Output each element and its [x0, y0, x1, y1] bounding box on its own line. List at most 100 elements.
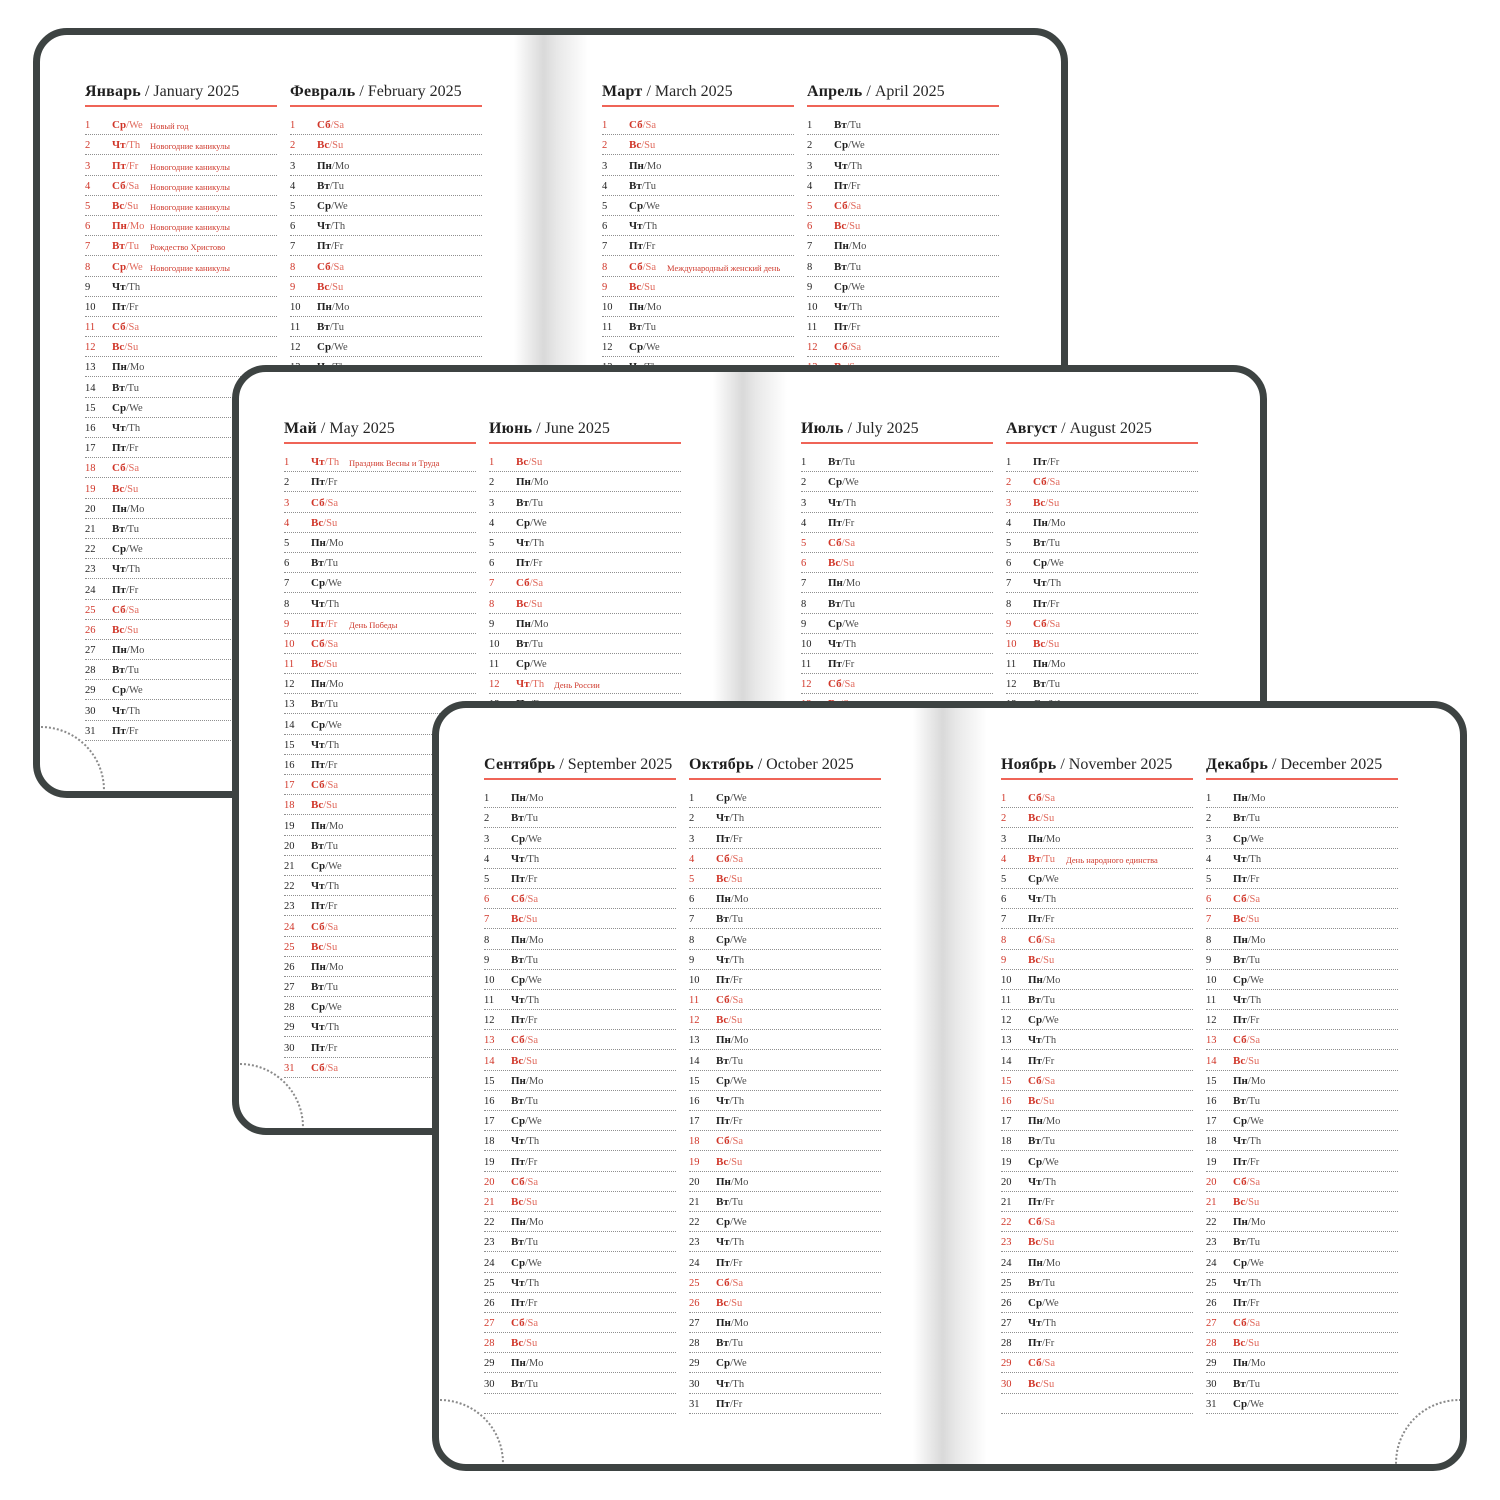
day-number: 18: [1001, 1136, 1012, 1148]
weekday-en: /Fr: [125, 725, 139, 737]
day-number: 11: [1206, 995, 1217, 1007]
day-number: 6: [689, 894, 695, 906]
weekday-ru: Сб: [311, 779, 325, 792]
weekday-label: Вт/Tu: [629, 322, 656, 334]
day-row: 10 Вс/Su: [1006, 634, 1198, 654]
weekday-label: Вт/Tu: [112, 382, 139, 394]
weekday-ru: Пт: [716, 1115, 730, 1128]
day-row: 22 Чт/Th: [284, 876, 476, 897]
weekday-en: /Sa: [841, 679, 855, 691]
weekday-label: Вт/Tu: [1233, 1378, 1260, 1390]
day-number: 29: [689, 1358, 700, 1370]
day-number: 25: [1001, 1277, 1012, 1289]
month-header: Март / March 2025: [602, 83, 794, 101]
day-number: 13: [1001, 1035, 1012, 1047]
weekday-ru: Вс: [716, 1296, 729, 1309]
weekday-ru: Вт: [511, 812, 524, 825]
day-row: 6 Сб/Sa: [1206, 889, 1398, 910]
weekday-en: /We: [730, 934, 747, 946]
weekday-label: Пн/Mo: [1233, 934, 1265, 946]
weekday-label: Сб/Sa: [1233, 1318, 1260, 1330]
day-number: 13: [689, 1035, 700, 1047]
weekday-ru: Вт: [1028, 1135, 1041, 1148]
weekday-en: /Su: [329, 281, 344, 293]
day-row: 10 Пт/Fr: [85, 297, 277, 317]
day-row: 13 Чт/Th: [1001, 1030, 1193, 1051]
day-number: 2: [484, 813, 490, 825]
weekday-ru: Пн: [1028, 832, 1043, 845]
day-row: 11 Пн/Mo: [1006, 654, 1198, 675]
day-row: 9 Вс/Su: [1001, 950, 1193, 970]
day-number: 27: [484, 1318, 495, 1330]
weekday-en: /Mo: [126, 645, 145, 657]
weekday-ru: Чт: [511, 1135, 525, 1148]
weekday-ru: Пт: [516, 557, 530, 570]
weekday-en: /We: [730, 1075, 747, 1087]
day-row: 9 Ср/We: [807, 277, 999, 297]
day-row: 7 Вс/Su: [484, 909, 676, 930]
weekday-label: Ср/We: [1233, 1398, 1264, 1410]
day-row: 26 Ср/We: [1001, 1293, 1193, 1313]
weekday-label: Пт/Fr: [1033, 597, 1059, 610]
day-number: 20: [689, 1176, 700, 1188]
weekday-en: /Mo: [525, 1358, 544, 1370]
weekday-label: Сб/Sa: [516, 578, 543, 590]
weekday-label: Вс/Su: [1028, 1237, 1054, 1249]
day-number: 2: [1001, 813, 1007, 825]
weekday-label: Вс/Su: [1233, 1338, 1259, 1350]
weekday-ru: Сб: [828, 536, 842, 549]
day-row: 2 Вс/Su: [602, 135, 794, 156]
weekday-en: /Mo: [730, 1035, 749, 1047]
month-name-ru: Март: [602, 83, 643, 100]
weekday-en: /Su: [124, 624, 139, 636]
day-number: 26: [689, 1297, 700, 1309]
weekday-label: Пн/Mo: [511, 934, 543, 946]
day-number: 6: [602, 221, 608, 233]
weekday-label: Пт/Fr: [716, 974, 742, 986]
weekday-ru: Вт: [1233, 1236, 1246, 1249]
weekday-label: Пн/Mo: [1033, 517, 1065, 529]
weekday-ru: Вс: [311, 799, 324, 812]
weekday-en: /We: [331, 200, 348, 212]
weekday-label: Вт/Tu: [716, 914, 743, 926]
weekday-label: Ср/We: [1028, 1156, 1059, 1168]
weekday-label: Вс/Su: [629, 140, 655, 152]
weekday-en: /Mo: [325, 679, 344, 691]
day-row: 5 Вс/Su Новогодние каникулы: [85, 196, 277, 216]
weekday-ru: Ср: [311, 577, 326, 590]
weekday-en: /Mo: [126, 362, 145, 374]
day-row: 10 Пт/Fr: [689, 970, 881, 990]
day-number: 15: [484, 1075, 495, 1087]
weekday-en: /Th: [1046, 578, 1062, 590]
day-number: 15: [1206, 1075, 1217, 1087]
weekday-en: /We: [1247, 1398, 1264, 1410]
weekday-ru: Пн: [311, 819, 326, 832]
weekday-ru: Пт: [1033, 597, 1047, 610]
day-number: 12: [1206, 1015, 1217, 1027]
weekday-ru: Пт: [511, 1296, 525, 1309]
weekday-en: /Su: [523, 1055, 538, 1067]
day-number: 4: [85, 180, 91, 192]
weekday-ru: Сб: [112, 603, 126, 616]
month-name-ru: Июль: [801, 420, 844, 437]
day-number: 18: [1206, 1136, 1217, 1148]
weekday-ru: Вс: [311, 658, 324, 671]
weekday-label: Пн/Mo: [311, 537, 343, 549]
day-number: 2: [602, 140, 608, 152]
weekday-en: /Fr: [1041, 1055, 1055, 1067]
day-number: 11: [1001, 995, 1012, 1007]
day-row: 10 Чт/Th: [807, 297, 999, 317]
weekday-en: /Fr: [1041, 1196, 1055, 1208]
weekday-label: Ср/We: [1233, 833, 1264, 845]
day-row: 25 Вс/Su: [284, 937, 476, 957]
weekday-en: /Tu: [846, 120, 861, 132]
day-row: 5 Ср/We: [290, 196, 482, 216]
weekday-ru: Вт: [317, 321, 330, 334]
weekday-label: Вс/Su: [1028, 954, 1054, 966]
weekday-ru: Вс: [112, 341, 125, 354]
weekday-label: Вс/Su: [317, 140, 343, 152]
day-row: 2 Сб/Sa: [1006, 472, 1198, 493]
day-row: 9 Чт/Th: [85, 277, 277, 297]
month-name-ru: Сентябрь: [484, 756, 556, 773]
day-number: 27: [85, 645, 96, 657]
